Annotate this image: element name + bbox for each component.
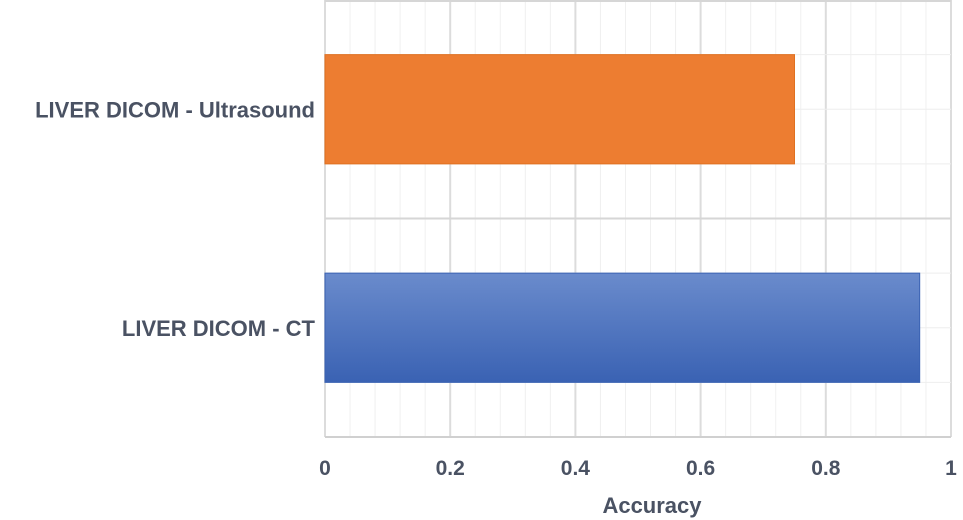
bars [324, 54, 921, 383]
x-tick-label: 0 [319, 457, 331, 480]
category-label: LIVER DICOM - CT [122, 316, 316, 341]
x-tick-label: 1 [945, 457, 957, 480]
category-label: LIVER DICOM - Ultrasound [35, 97, 315, 122]
x-tick-label: 0.8 [811, 457, 841, 480]
x-axis-title: Accuracy [602, 493, 702, 518]
x-tick-label: 0.2 [436, 457, 465, 480]
x-tick-labels: 0 0.2 0.4 0.6 0.8 1 [319, 457, 957, 480]
x-tick-label: 0.6 [686, 457, 715, 480]
bar-ultrasound [324, 54, 795, 165]
bar-ct [324, 272, 921, 383]
x-tick-label: 0.4 [561, 457, 591, 480]
category-labels: LIVER DICOM - Ultrasound LIVER DICOM - CT [35, 97, 315, 341]
